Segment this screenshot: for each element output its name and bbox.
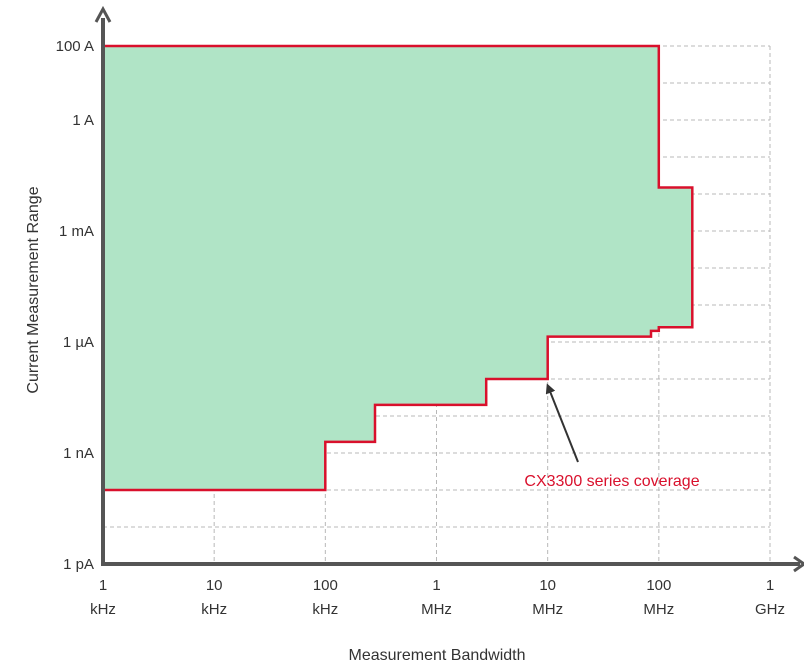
axes xyxy=(94,5,804,573)
x-tick-label-value: 10 xyxy=(206,577,223,594)
x-tick-label-unit: kHz xyxy=(201,601,227,618)
x-tick-label-value: 100 xyxy=(313,577,338,594)
y-tick-label: 100 A xyxy=(56,38,94,55)
x-tick-label-unit: MHz xyxy=(421,601,452,618)
y-axis-title: Current Measurement Range xyxy=(25,186,42,393)
x-tick-label-unit: kHz xyxy=(90,601,116,618)
x-tick-label-unit: MHz xyxy=(532,601,563,618)
x-tick-label-value: 100 xyxy=(646,577,671,594)
coverage-annotation: CX3300 series coverage xyxy=(524,473,699,490)
x-axis-title: Measurement Bandwidth xyxy=(349,647,526,664)
y-tick-label: 1 pA xyxy=(63,556,94,573)
coverage-area xyxy=(101,44,694,492)
x-tick-label-value: 1 xyxy=(99,577,107,594)
y-tick-label: 1 A xyxy=(72,112,94,129)
x-tick-label-value: 1 xyxy=(432,577,440,594)
x-tick-label-value: 10 xyxy=(539,577,556,594)
y-axis-arrowhead xyxy=(94,5,112,23)
x-axis-arrowhead xyxy=(793,555,804,573)
y-tick-label: 1 mA xyxy=(59,223,94,240)
y-tick-label: 1 µA xyxy=(63,334,94,351)
x-tick-label-unit: GHz xyxy=(755,601,785,618)
x-tick-label-value: 1 xyxy=(766,577,774,594)
tick-labels: 1 kHz 10 kHz 100 kHz 1 MHz 10 MHz 100 MHz 1 GHz 1 pA 1 … xyxy=(56,38,785,618)
x-tick-label-unit: kHz xyxy=(312,601,338,618)
x-tick-label-unit: MHz xyxy=(643,601,674,618)
annotation-arrow xyxy=(545,383,579,463)
y-tick-label: 1 nA xyxy=(63,445,94,462)
